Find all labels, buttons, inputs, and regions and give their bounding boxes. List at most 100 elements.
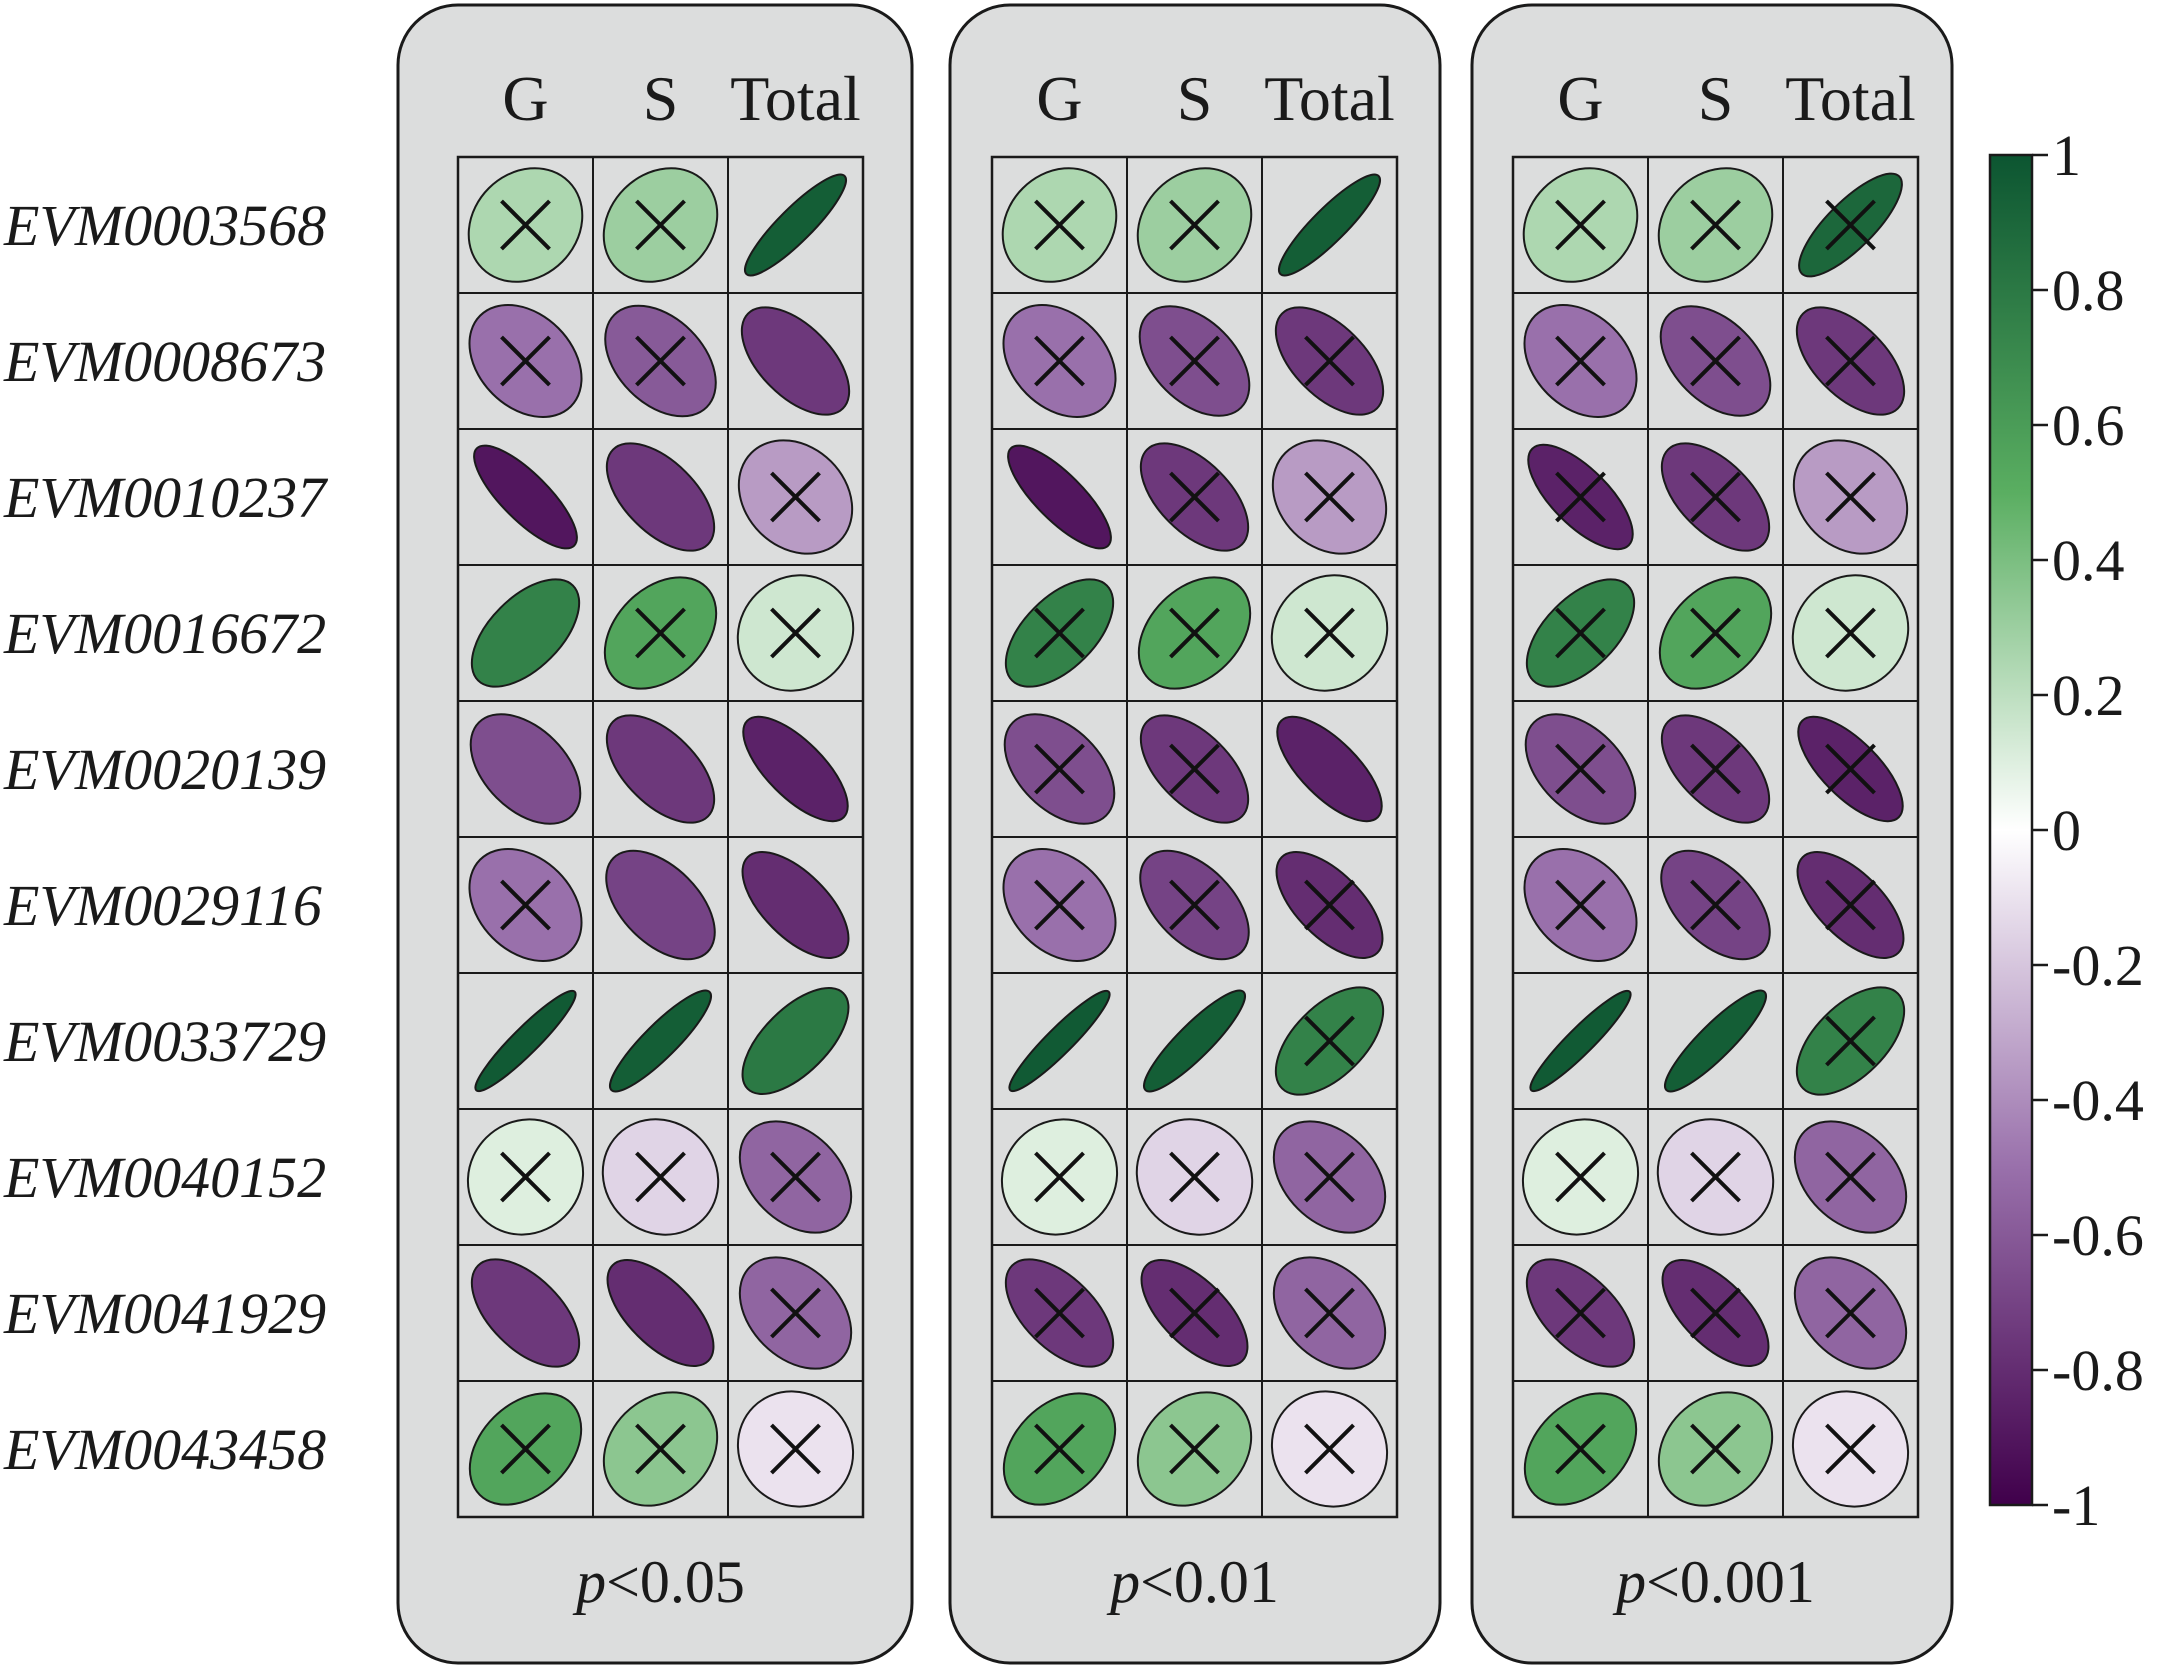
- nonsignificant-cross-icon: [1690, 1287, 1741, 1339]
- correlation-ellipse: [1276, 715, 1383, 823]
- panel-3: G S Total p<0.001: [1470, 3, 1954, 1665]
- nonsignificant-cross-icon: [1825, 879, 1876, 931]
- cross-stroke: [1690, 743, 1741, 795]
- nonsignificant-cross-icon: [770, 471, 821, 523]
- cross-stroke: [1034, 879, 1085, 931]
- correlation-ellipse: [609, 989, 712, 1093]
- correlation-ellipse: [469, 713, 582, 825]
- cross-stroke: [1034, 607, 1085, 659]
- cross-stroke: [1555, 1151, 1606, 1203]
- correlation-ellipse: [606, 1259, 715, 1367]
- cross-stroke: [500, 1151, 551, 1203]
- nonsignificant-cross-icon: [1825, 1015, 1876, 1067]
- nonsignificant-cross-icon: [1690, 879, 1741, 931]
- nonsignificant-cross-icon: [500, 1423, 551, 1475]
- cross-stroke: [1825, 1287, 1876, 1339]
- correlation-ellipse: [1664, 989, 1767, 1093]
- cross-stroke: [770, 1151, 821, 1203]
- correlation-ellipse: [473, 444, 578, 550]
- caption-threshold: <0.01: [1140, 1549, 1279, 1615]
- nonsignificant-cross-icon: [1169, 335, 1220, 387]
- nonsignificant-cross-icon: [1555, 1287, 1606, 1339]
- nonsignificant-cross-icon: [635, 335, 686, 387]
- correlation-ellipse: [474, 989, 577, 1093]
- cross-stroke: [770, 1423, 821, 1475]
- colorbar-tick-label: 1: [2052, 123, 2081, 188]
- nonsignificant-cross-icon: [500, 1151, 551, 1203]
- cross-stroke: [1555, 1423, 1606, 1475]
- cross-stroke: [1825, 1015, 1876, 1067]
- nonsignificant-cross-icon: [635, 1151, 686, 1203]
- cross-stroke: [1304, 1423, 1355, 1475]
- cross-stroke: [1304, 1015, 1355, 1067]
- nonsignificant-cross-icon: [1555, 471, 1606, 523]
- correlation-ellipse: [1278, 173, 1381, 277]
- nonsignificant-cross-icon: [1690, 1423, 1741, 1475]
- colorbar-tick-label: -0.6: [2052, 1203, 2144, 1268]
- correlation-ellipse: [1007, 444, 1112, 550]
- caption-threshold: <0.001: [1646, 1549, 1815, 1615]
- cross-stroke: [1169, 879, 1220, 931]
- nonsignificant-cross-icon: [770, 607, 821, 659]
- nonsignificant-cross-icon: [1034, 199, 1085, 251]
- caption-italic: p: [1106, 1549, 1140, 1615]
- cross-stroke: [1555, 471, 1606, 523]
- nonsignificant-cross-icon: [1304, 335, 1355, 387]
- caption-italic: p: [572, 1549, 606, 1615]
- nonsignificant-cross-icon: [1690, 199, 1741, 251]
- nonsignificant-cross-icon: [1825, 471, 1876, 523]
- nonsignificant-cross-icon: [1169, 1151, 1220, 1203]
- nonsignificant-cross-icon: [1304, 1287, 1355, 1339]
- cross-stroke: [500, 879, 551, 931]
- nonsignificant-cross-icon: [770, 1287, 821, 1339]
- nonsignificant-cross-icon: [1169, 199, 1220, 251]
- panel-background: [396, 3, 914, 1665]
- nonsignificant-cross-icon: [1825, 1423, 1876, 1475]
- row-label: EVM0040152: [3, 1145, 326, 1210]
- correlation-ellipse: [605, 714, 716, 824]
- cross-stroke: [635, 1423, 686, 1475]
- cross-stroke: [1825, 1423, 1876, 1475]
- panel-caption: p<0.01: [1106, 1549, 1279, 1615]
- nonsignificant-cross-icon: [1825, 199, 1876, 251]
- cross-stroke: [1690, 879, 1741, 931]
- colorbar: 1 0.8 0.6 0.4 0.2 0 -0.2 -0.4 -0.6 -0.8 -1: [1988, 123, 2144, 1538]
- cross-stroke: [635, 607, 686, 659]
- nonsignificant-cross-icon: [1304, 1015, 1355, 1067]
- nonsignificant-cross-icon: [1034, 1287, 1085, 1339]
- cross-stroke: [1304, 607, 1355, 659]
- cross-stroke: [1690, 607, 1741, 659]
- cross-stroke: [500, 199, 551, 251]
- nonsignificant-cross-icon: [1304, 1151, 1355, 1203]
- colorbar-tick-label: 0.4: [2052, 528, 2125, 593]
- correlation-ellipse: [744, 173, 847, 277]
- nonsignificant-cross-icon: [1304, 1423, 1355, 1475]
- cross-stroke: [770, 607, 821, 659]
- panel-2: G S Total p<0.01: [948, 3, 1442, 1665]
- cross-stroke: [635, 199, 686, 251]
- nonsignificant-cross-icon: [1555, 335, 1606, 387]
- cross-stroke: [500, 1423, 551, 1475]
- nonsignificant-cross-icon: [635, 607, 686, 659]
- correlation-ellipse: [470, 1258, 581, 1368]
- cross-stroke: [1555, 743, 1606, 795]
- cross-stroke: [1690, 1151, 1741, 1203]
- nonsignificant-cross-icon: [1690, 471, 1741, 523]
- cross-stroke: [1034, 1151, 1085, 1203]
- nonsignificant-cross-icon: [1034, 1151, 1085, 1203]
- cross-stroke: [1169, 335, 1220, 387]
- cross-stroke: [1169, 1287, 1220, 1339]
- correlation-ellipse: [741, 851, 850, 959]
- nonsignificant-cross-icon: [1169, 471, 1220, 523]
- cross-stroke: [1304, 335, 1355, 387]
- panel-caption: p<0.05: [572, 1549, 745, 1615]
- cross-stroke: [1825, 743, 1876, 795]
- nonsignificant-cross-icon: [1169, 743, 1220, 795]
- correlation-ellipse: [1143, 989, 1246, 1093]
- cross-stroke: [1304, 471, 1355, 523]
- nonsignificant-cross-icon: [635, 199, 686, 251]
- cross-stroke: [635, 335, 686, 387]
- panel-background: [948, 3, 1442, 1665]
